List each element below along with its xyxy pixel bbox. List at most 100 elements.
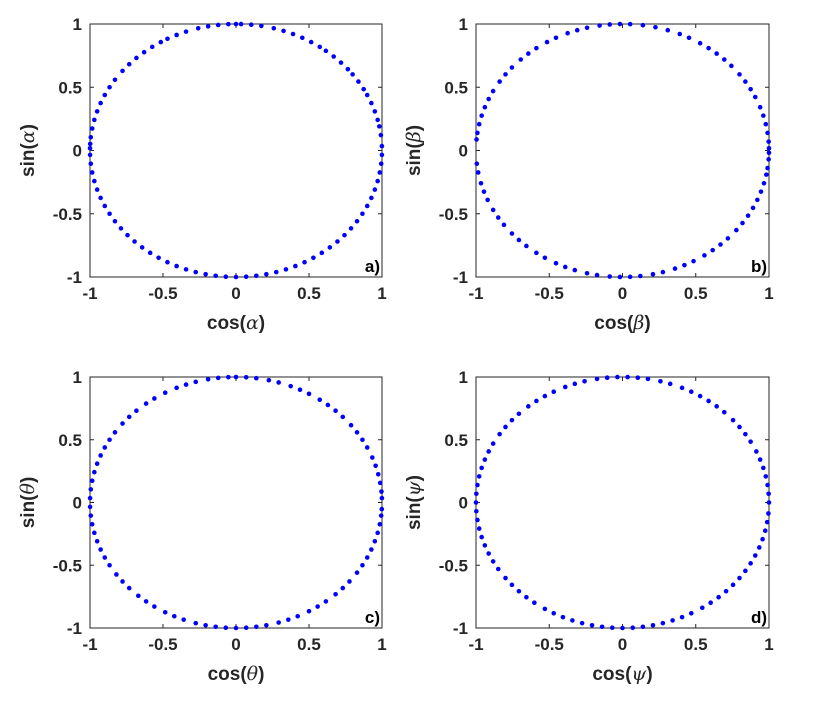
data-point [87,504,93,510]
x-tick-label: -1 [82,284,97,303]
data-point [120,579,125,584]
data-point [534,250,539,256]
data-point [686,35,692,41]
data-point [730,417,736,423]
data-point [118,226,124,231]
data-point [474,137,479,142]
data-point [193,269,199,275]
data-point [88,134,94,140]
data-point [373,463,378,469]
data-point [112,430,118,435]
x-axis-label-symbol: ψ [631,663,647,685]
data-point [360,437,365,443]
data-point [361,86,366,92]
data-point [615,374,620,380]
data-point [165,259,170,265]
data-point [640,624,646,630]
x-tick-label: 0.5 [297,635,321,654]
data-point [645,376,651,382]
data-point [617,274,623,280]
data-point [152,396,157,401]
data-point [677,31,683,37]
y-tick-label: 1 [73,15,82,34]
data-point [682,262,687,268]
data-point [126,585,132,591]
data-point [195,26,201,31]
data-point [327,245,333,250]
data-point [308,39,314,45]
x-tick-label: 1 [377,284,386,303]
data-point [288,383,293,389]
data-point [87,495,93,501]
data-point [375,117,380,123]
y-axis-label-symbol: ψ [403,480,425,496]
data-point [476,526,482,531]
panel-label: c) [365,608,380,627]
data-point [723,588,729,594]
data-point [141,49,147,55]
data-point [574,27,580,33]
data-point [254,624,259,630]
data-point [479,534,484,540]
data-point [620,625,625,631]
data-point [248,22,254,27]
axes-frame [89,376,383,629]
data-point [762,528,768,534]
data-point [670,618,675,623]
data-point [354,430,360,435]
data-point [756,545,762,550]
data-point [627,274,633,280]
data-point [364,445,370,450]
x-tick-label: 0 [231,635,240,654]
data-point [754,449,759,454]
data-point [266,377,272,383]
y-tick-label: -1 [453,619,468,638]
data-point [87,152,93,158]
data-point [737,575,742,581]
data-point [697,40,703,46]
data-point [572,381,578,387]
data-point [650,271,656,277]
data-point [482,104,488,110]
data-point [526,51,531,56]
data-point [88,161,94,167]
y-tick-label: 0.5 [444,431,468,450]
x-tick-label: -1 [468,284,483,303]
data-point [297,387,303,393]
x-tick-label: -1 [468,635,483,654]
x-axis-label-open-paren: ( [627,313,634,334]
data-point [94,538,100,544]
data-point [737,72,742,77]
data-point [87,141,93,147]
data-point [348,226,354,231]
x-axis-label: cos(β) [594,312,650,334]
data-point [478,180,484,186]
y-tick-label: -1 [67,619,82,638]
data-point [760,536,765,542]
data-point [534,45,539,51]
data-point [691,258,696,264]
data-point [98,547,103,552]
data-point [635,375,641,380]
data-point [203,622,208,628]
data-point [333,591,338,597]
data-point [761,113,766,118]
data-point [215,22,221,28]
scatter-series [474,21,772,280]
data-point [714,51,719,56]
data-point [743,568,748,574]
data-point [107,211,112,217]
data-point [495,215,501,220]
data-point [89,170,95,175]
data-point [226,374,231,380]
data-point [553,260,559,266]
data-point [102,555,108,560]
x-tick-label: -1 [82,635,97,654]
data-point [348,422,354,428]
y-axis-label-func: sin [18,150,39,177]
scatter-series [473,374,772,631]
data-point [156,255,161,261]
data-point [765,482,770,488]
y-axis-label-open-paren: ( [18,143,39,150]
